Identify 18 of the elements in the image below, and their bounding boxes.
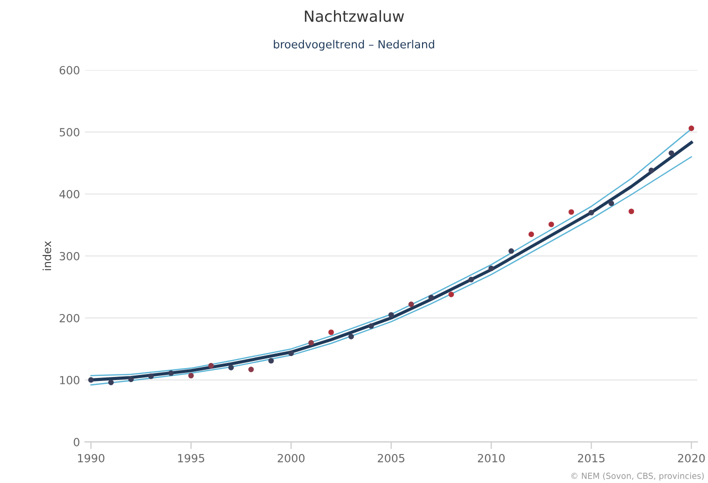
y-tick-label: 200 [60,314,80,322]
x-tick-label: 2020 [678,454,705,462]
x-tick-label: 2005 [378,454,404,462]
y-axis-title: index [42,241,52,270]
y-tick-label: 100 [60,376,80,384]
text: © NEM (Sovon, CBS, provincies) [571,472,704,481]
x-tick-label: 1995 [178,454,204,462]
x-tick-label: 1990 [78,454,104,462]
y-tick-label: 300 [60,252,80,260]
x-tick-label: 2015 [578,454,604,462]
chart-title: Nachtzwaluw [304,10,404,22]
y-tick-label: 600 [60,66,80,74]
chart-subtitle: broedvogeltrend – Nederland [274,40,434,51]
y-tick-label: 0 [74,438,80,446]
y-tick-label: 400 [59,190,80,198]
y-tick-label: 500 [60,128,80,136]
x-tick-label: 2000 [278,454,304,462]
x-tick-label: 2010 [478,454,505,462]
